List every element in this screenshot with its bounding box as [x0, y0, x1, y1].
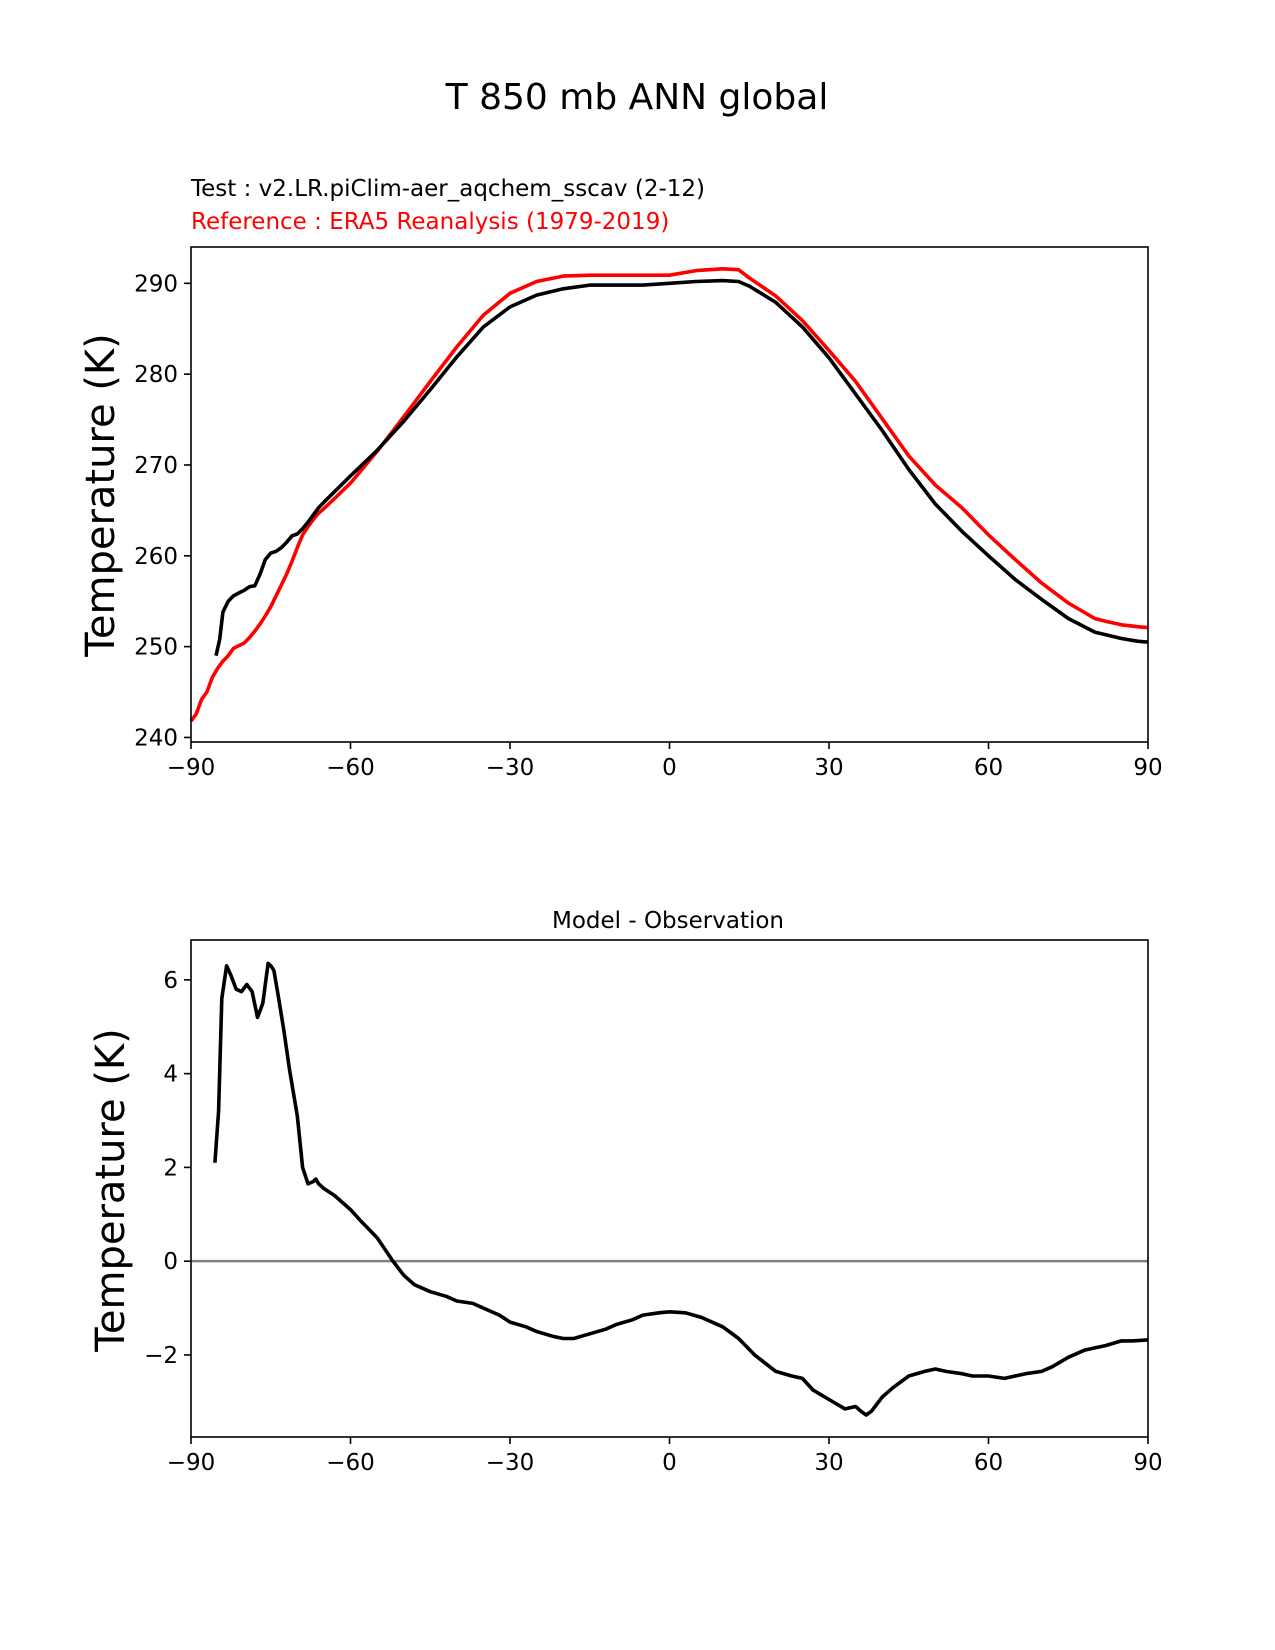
bottom-x-tick-label: 0 [662, 1450, 677, 1476]
bottom-x-tick-label: −90 [167, 1450, 216, 1476]
top-y-tick-label: 250 [134, 635, 178, 661]
top-y-tick-label: 270 [134, 453, 178, 479]
top-series-test-line [214, 278, 1149, 657]
bottom-y-axis-label: Temperature (K) [88, 1028, 134, 1353]
bottom-x-tick-label: 90 [1133, 1450, 1162, 1476]
bottom-y-tick-label: −2 [144, 1343, 178, 1369]
bottom-plot-area: −90 −60 −30 0 30 60 90 −2 0 2 4 6 [144, 939, 1163, 1476]
bottom-panel: Model - Observation Temperature (K) −90−… [88, 908, 1163, 1476]
bottom-x-tick-label: 30 [814, 1450, 843, 1476]
bottom-y-tick-label: 4 [163, 1062, 178, 1088]
bottom-y-tick-label: 2 [163, 1155, 178, 1181]
top-series-reference-line [189, 266, 1149, 723]
top-x-tick-label: 30 [814, 755, 843, 781]
top-y-tick-label: 260 [134, 544, 178, 570]
top-x-tick-label: −30 [486, 755, 535, 781]
top-x-tick-label: 90 [1133, 755, 1162, 781]
bottom-title: Model - Observation [552, 908, 784, 934]
top-y-tick-label: 280 [134, 362, 178, 388]
reference-title: Reference : ERA5 Reanalysis (1979-2019) [191, 209, 669, 235]
top-y-axis-label: Temperature (K) [78, 333, 124, 658]
test-title: Test : v2.LR.piClim-aer_aqchem_sscav (2-… [190, 176, 705, 202]
bottom-y-tick-label: 6 [163, 968, 178, 994]
top-plot-area: −90 −60 −30 0 30 60 90 240 250 260 270 280 290 [134, 246, 1163, 781]
top-panel: Test : v2.LR.piClim-aer_aqchem_sscav (2-… [78, 176, 1163, 781]
bottom-y-tick-label: 0 [163, 1249, 178, 1275]
top-x-tick-label: −60 [326, 755, 375, 781]
figure-title: T 850 mb ANN global [445, 77, 829, 118]
bottom-x-tick-label: −30 [486, 1450, 535, 1476]
top-y-tick-label: 240 [134, 725, 178, 751]
top-y-tick-label: 290 [134, 271, 178, 297]
top-x-tick-label: 60 [974, 755, 1003, 781]
bottom-x-tick-label: −60 [326, 1450, 375, 1476]
top-x-tick-label: −90 [167, 755, 216, 781]
top-x-tick-label: 0 [662, 755, 677, 781]
bottom-x-tick-label: 60 [974, 1450, 1003, 1476]
bottom-series-test-line [213, 961, 1149, 1417]
